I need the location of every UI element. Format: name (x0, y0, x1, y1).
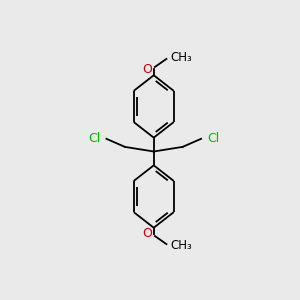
Text: Cl: Cl (88, 132, 101, 145)
Text: O: O (143, 227, 153, 240)
Text: CH₃: CH₃ (170, 239, 192, 252)
Text: CH₃: CH₃ (170, 51, 192, 64)
Text: O: O (143, 63, 153, 76)
Text: Cl: Cl (207, 132, 219, 145)
